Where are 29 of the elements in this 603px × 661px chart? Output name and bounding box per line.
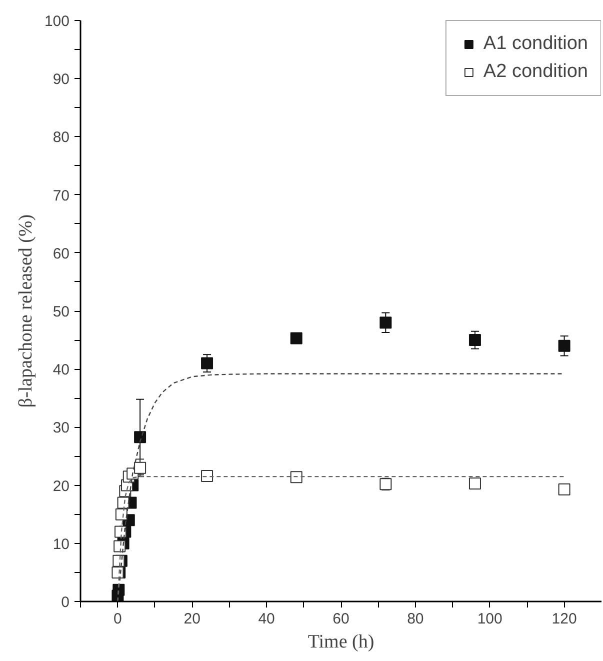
x-tick-label: 80 [407,610,424,628]
x-tick-label: 100 [477,610,502,628]
y-tick-label: 50 [52,304,70,320]
x-tick-label: 60 [332,610,350,628]
y-tick-label: 20 [52,478,70,495]
y-tick-label: 70 [52,187,70,204]
y-tick-label: 40 [52,362,70,379]
x-tick-label: 20 [184,610,200,628]
point [380,316,392,329]
y-axis-title: β-lapachone released (%) [15,214,36,408]
point [134,462,146,474]
y-tick-label: 90 [52,71,70,88]
x-axis-title: Time (h) [308,632,374,652]
y-tick-label: 100 [44,13,70,30]
x-tick-label: 120 [552,610,577,628]
point [134,431,146,444]
legend-label: A1 condition [483,33,588,55]
y-tick-label: 80 [52,129,70,146]
y-tick-label: 0 [61,594,70,611]
y-tick-label: 60 [52,245,70,262]
point [290,332,302,344]
x-tick-label: 0 [114,610,122,628]
legend-label: A2 condition [483,61,588,83]
point [558,340,570,352]
point [468,334,481,346]
y-tick-label: 10 [52,536,70,553]
y-tick-label: 30 [52,420,70,437]
x-tick-label: 40 [258,610,275,628]
point [201,357,214,370]
